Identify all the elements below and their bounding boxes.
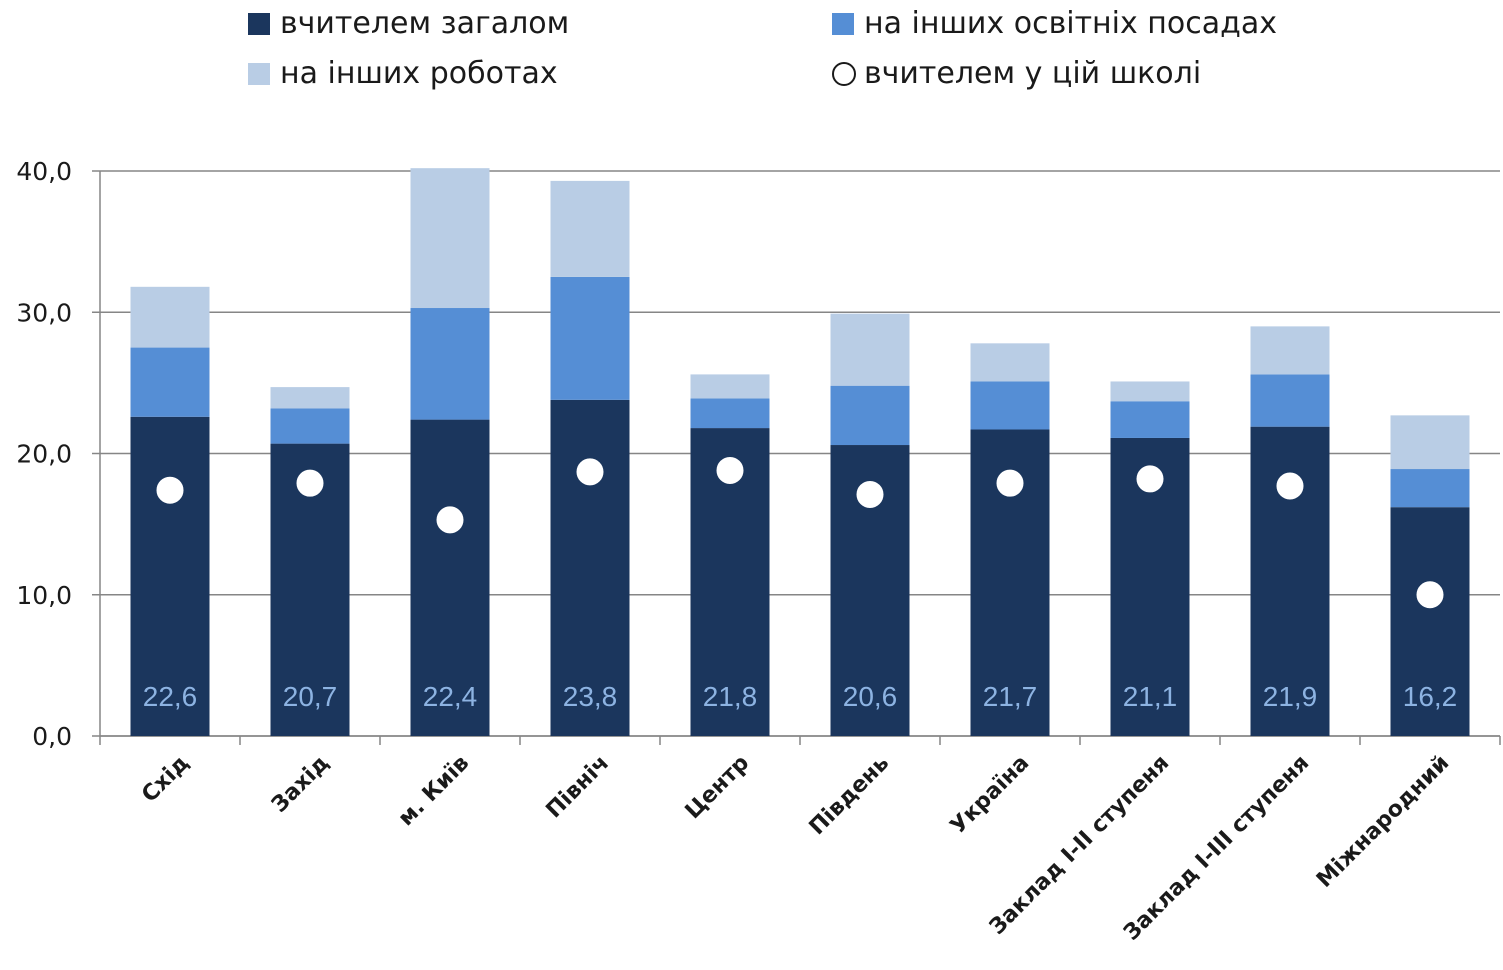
bar-segment xyxy=(690,398,770,429)
legend-item-other-jobs: на інших роботах xyxy=(248,56,558,91)
bar-segment xyxy=(1110,401,1190,438)
y-tick-label: 10,0 xyxy=(16,581,72,610)
category-label: Південь xyxy=(805,751,895,841)
legend-marker-this-school xyxy=(832,61,856,86)
bar-segment xyxy=(270,387,350,409)
category-label: Північ xyxy=(542,751,615,824)
bar-segment xyxy=(1250,374,1330,427)
bar-segment xyxy=(690,374,770,399)
category-label: Захід xyxy=(267,751,334,818)
data-label: 23,8 xyxy=(563,681,618,712)
bar-segment xyxy=(970,343,1050,382)
school-marker-point xyxy=(855,479,885,509)
bar-segment xyxy=(1110,381,1190,402)
category-label: Схід xyxy=(137,751,194,808)
school-marker-point xyxy=(715,455,745,485)
y-tick-label: 40,0 xyxy=(16,157,72,186)
y-tick-label: 20,0 xyxy=(16,440,72,469)
data-label: 21,1 xyxy=(1123,681,1178,712)
data-label: 22,4 xyxy=(423,681,478,712)
legend-swatch-other-education xyxy=(832,12,854,35)
category-label: Україна xyxy=(946,751,1034,839)
bar-segment xyxy=(830,313,910,386)
legend-label-total: вчителем загалом xyxy=(280,6,570,41)
bar-segment xyxy=(270,408,350,444)
data-label: 21,7 xyxy=(983,681,1038,712)
legend-swatch-total xyxy=(248,12,270,35)
legend-item-total: вчителем загалом xyxy=(248,6,569,41)
data-label: 21,8 xyxy=(703,681,758,712)
school-marker-point xyxy=(1275,471,1305,501)
bar-segment xyxy=(130,286,210,348)
legend-label-this-school: вчителем у цій школі xyxy=(864,56,1202,91)
school-marker-point xyxy=(155,475,185,505)
bar-segment xyxy=(130,347,210,417)
y-tick-label: 0,0 xyxy=(32,722,72,751)
category-label: м. Київ xyxy=(394,751,475,832)
bar-segment xyxy=(410,168,490,309)
category-label: Центр xyxy=(681,751,755,825)
data-label: 21,9 xyxy=(1263,681,1318,712)
legend-label-other-jobs: на інших роботах xyxy=(280,56,558,91)
category-label: Міжнародний xyxy=(1312,751,1454,893)
bar-segment xyxy=(410,308,490,420)
bar-segment xyxy=(410,419,490,736)
bar-segment xyxy=(130,416,210,736)
data-label: 16,2 xyxy=(1403,681,1458,712)
bar-segment xyxy=(1390,415,1470,470)
bar-segment xyxy=(550,276,630,400)
school-marker-point xyxy=(575,457,605,487)
bar-segment xyxy=(1390,507,1470,736)
school-marker-point xyxy=(295,468,325,498)
bar-segment xyxy=(830,385,910,446)
legend-label-other-education: на інших освітніх посадах xyxy=(864,6,1278,41)
bar-segment xyxy=(550,180,630,277)
y-tick-label: 30,0 xyxy=(16,298,72,327)
data-label: 20,6 xyxy=(843,681,898,712)
legend-item-other-education: на інших освітніх посадах xyxy=(832,6,1277,41)
bar-segment xyxy=(1390,469,1470,508)
bar-segment xyxy=(1250,326,1330,375)
data-label: 22,6 xyxy=(143,681,198,712)
school-marker-point xyxy=(1415,580,1445,610)
school-marker-point xyxy=(435,505,465,535)
data-label: 20,7 xyxy=(283,681,338,712)
school-marker-point xyxy=(995,468,1025,498)
bar-segment xyxy=(970,381,1050,430)
chart-legend: вчителем загалом на інших освітніх посад… xyxy=(0,0,1503,110)
bar-segment xyxy=(550,399,630,736)
school-marker-point xyxy=(1135,464,1165,494)
legend-swatch-other-jobs xyxy=(248,62,270,85)
legend-item-this-school: вчителем у цій школі xyxy=(832,56,1201,91)
